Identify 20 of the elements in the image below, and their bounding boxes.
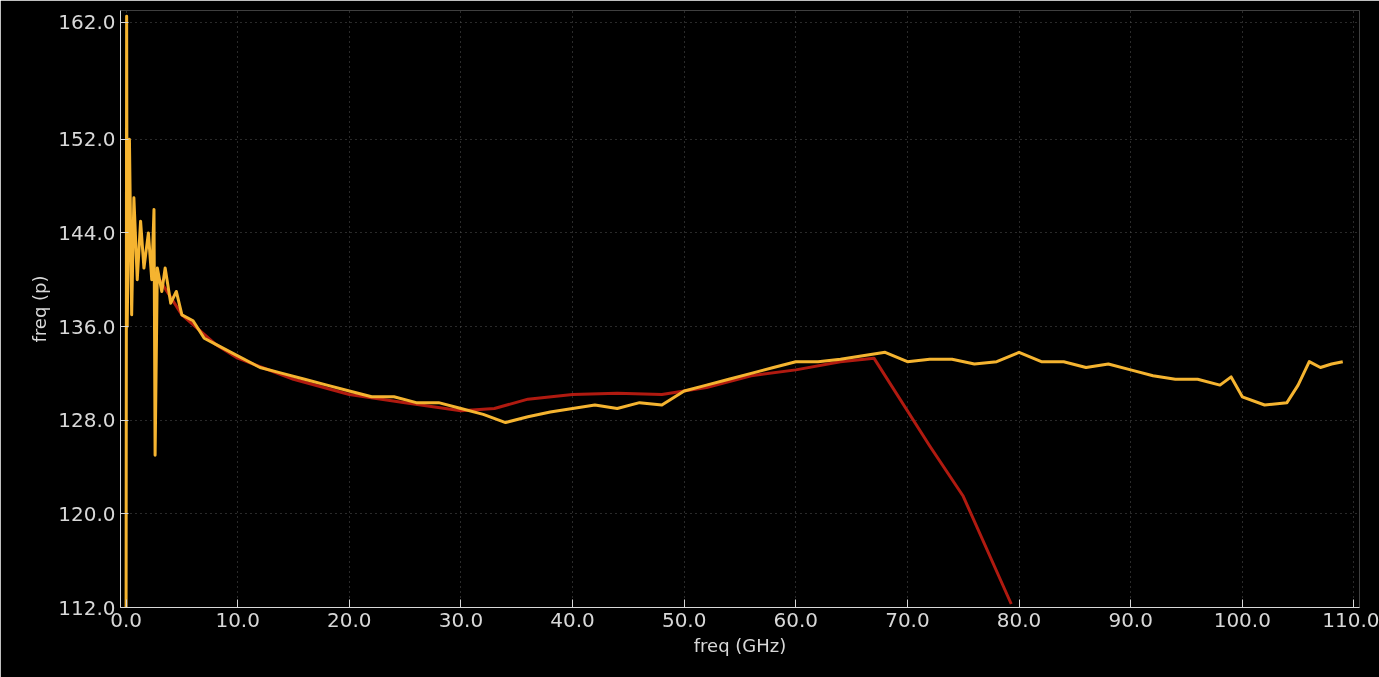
x-tick-label: 90.0 — [1108, 607, 1153, 632]
y-tick-label: 136.0 — [58, 314, 116, 339]
x-tick-label: 100.0 — [1213, 607, 1271, 632]
y-axis-title: freq (p) — [29, 275, 51, 343]
x-tick-label: 20.0 — [327, 607, 372, 632]
x-tick-label: 50.0 — [661, 607, 707, 632]
x-axis-title: freq (GHz) — [693, 634, 787, 656]
y-tick-label: 120.0 — [58, 501, 116, 526]
y-tick-label: 162.0 — [58, 10, 116, 35]
y-tick-label: 144.0 — [58, 220, 116, 245]
y-tick-label: 152.0 — [58, 127, 116, 152]
x-tick-label: 60.0 — [773, 607, 819, 632]
x-tick-label: 80.0 — [996, 607, 1042, 632]
x-tick-label: 40.0 — [550, 607, 595, 632]
line-series — [124, 14, 1345, 608]
x-tick-label: 10.0 — [215, 607, 260, 632]
x-tick-label: 30.0 — [438, 607, 484, 632]
y-tick-label: 128.0 — [58, 408, 116, 433]
x-tick-label: 70.0 — [885, 607, 930, 632]
x-tick-label: 110.0 — [1322, 607, 1379, 632]
